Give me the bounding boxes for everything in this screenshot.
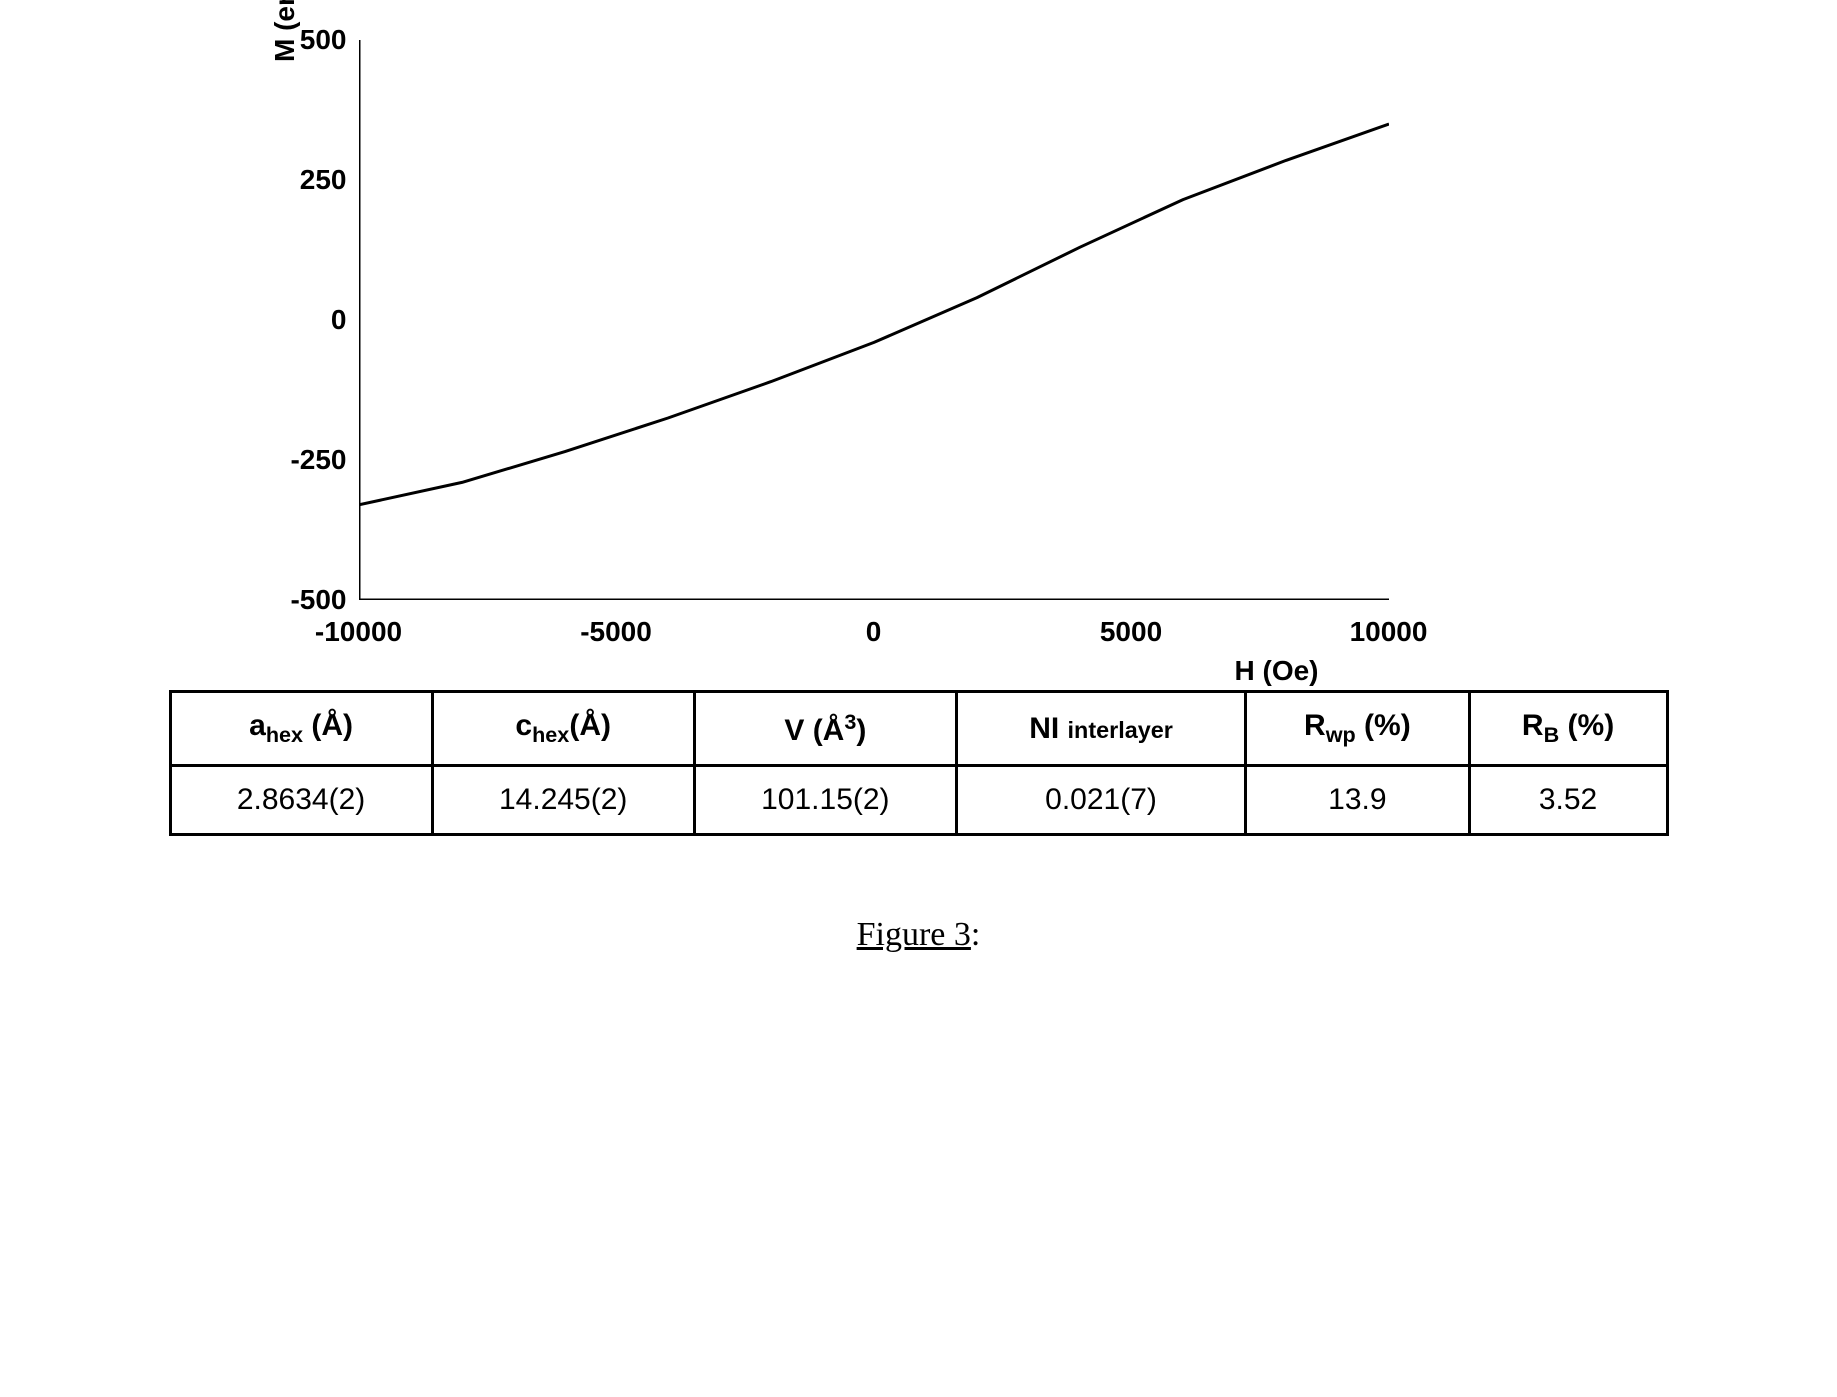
lattice-parameters-table: ahex (Å)chex(Å)V (Å3)NI interlayerRwp (%… [169,690,1669,836]
y-tick-label: 0 [331,304,347,336]
figure-caption-label: Figure 3: [857,916,981,953]
x-tick-label: 5000 [1100,616,1162,648]
x-tick-label: 10000 [1350,616,1428,648]
x-tick-label: -5000 [580,616,652,648]
table-cell: 3.52 [1469,766,1667,835]
table-header-cell: chex(Å) [432,692,694,766]
chart-svg [359,40,1389,600]
figure-caption: Figure 3: [169,916,1669,954]
table-header-cell: ahex (Å) [170,692,432,766]
table-cell: 0.021(7) [956,766,1245,835]
y-tick-label: 500 [300,24,347,56]
magnetization-chart: M (emu/mol) -500-2500250500-10000-500005… [359,40,1389,600]
table-cell: 13.9 [1246,766,1469,835]
y-tick-label: 250 [300,164,347,196]
table-header-cell: RB (%) [1469,692,1667,766]
figure-wrap: M (emu/mol) -500-2500250500-10000-500005… [169,40,1669,954]
table-header-row: ahex (Å)chex(Å)V (Å3)NI interlayerRwp (%… [170,692,1667,766]
y-tick-label: -250 [290,444,346,476]
table-cell: 101.15(2) [694,766,956,835]
table-cell: 14.245(2) [432,766,694,835]
x-tick-label: 0 [866,616,882,648]
table-data-row: 2.8634(2)14.245(2)101.15(2)0.021(7)13.93… [170,766,1667,835]
y-axis-label: M (emu/mol) [269,0,301,62]
table-cell: 2.8634(2) [170,766,432,835]
table-header-cell: NI interlayer [956,692,1245,766]
x-tick-label: -10000 [315,616,402,648]
data-line [359,124,1389,505]
table-header-cell: Rwp (%) [1246,692,1469,766]
table-header-cell: V (Å3) [694,692,956,766]
x-axis-label: H (Oe) [1235,655,1319,687]
y-tick-label: -500 [290,584,346,616]
